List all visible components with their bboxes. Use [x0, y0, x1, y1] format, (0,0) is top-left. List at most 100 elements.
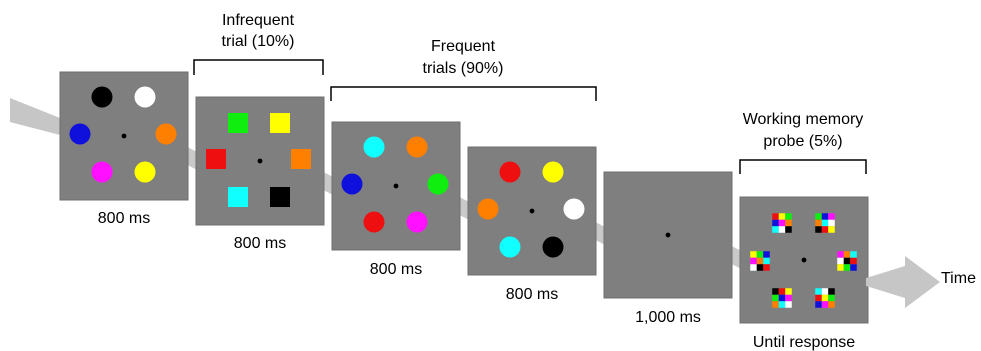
probe-cell-magenta [821, 301, 829, 308]
probe-cell-blue [763, 251, 770, 258]
probe-cell-cyan [772, 226, 779, 233]
probe-cell-blue [778, 294, 786, 302]
stimulus-circle-orange [477, 198, 499, 220]
probe-cell-yellow [837, 264, 844, 271]
stimulus-circle-blue [69, 123, 91, 145]
duration-label: 1,000 ms [635, 309, 701, 326]
stimulus-circle-yellow [134, 161, 156, 183]
connector-segment [596, 222, 604, 245]
panel-frequent-trial-3: 800 ms [467, 146, 597, 303]
duration-label: 800 ms [506, 286, 558, 303]
probe-cell-orange [772, 301, 779, 308]
panel-working-memory-probe: Until response [739, 196, 869, 351]
time-arrow-tail [10, 98, 60, 135]
stimulus-circle-red [363, 211, 385, 233]
probe-color-grid [815, 288, 835, 308]
probe-cell-yellow [828, 226, 835, 233]
probe-cell-black [815, 226, 822, 233]
probe-cell-orange [756, 257, 764, 265]
probe-color-grid [837, 251, 857, 271]
panel-frequent-trial-1: 800 ms [59, 71, 189, 227]
probe-cell-white [750, 264, 757, 271]
probe-cell-green [828, 294, 835, 302]
probe-color-grid [772, 288, 792, 308]
probe-cell-black [756, 264, 764, 271]
connector-segment [188, 147, 196, 170]
bracket-frequent-line1: Frequent [431, 38, 496, 55]
stimulus-square-yellow [270, 113, 290, 133]
stimulus-square-cyan [228, 187, 248, 207]
bracket-frequent [330, 86, 597, 101]
probe-cell-red [815, 294, 822, 302]
probe-cell-white [837, 257, 844, 265]
stimulus-circle-magenta [406, 211, 428, 233]
probe-cell-yellow [778, 213, 786, 220]
stimulus-circle-magenta [91, 161, 113, 183]
probe-cell-orange [828, 301, 835, 308]
probe-cell-orange [785, 219, 792, 227]
probe-cell-orange [843, 251, 851, 258]
fixation-dot [665, 232, 671, 238]
probe-color-grid [772, 213, 792, 233]
probe-cell-blue [815, 301, 822, 308]
connector-segment [324, 172, 332, 195]
duration-label: 800 ms [98, 210, 150, 227]
probe-cell-white [785, 301, 792, 308]
probe-cell-black [843, 257, 851, 265]
probe-cell-red [821, 226, 829, 233]
stimulus-circle-white [134, 86, 156, 108]
stimulus-circle-orange [406, 136, 428, 158]
probe-cell-yellow [785, 288, 792, 295]
connector-segment [460, 197, 468, 220]
stimulus-circle-yellow [542, 161, 564, 183]
stimulus-square-green [228, 113, 248, 133]
time-label: Time [941, 270, 976, 287]
stimulus-circle-white [563, 198, 585, 220]
probe-cell-cyan [763, 257, 770, 265]
bracket-probe-line2: probe (5%) [763, 133, 842, 150]
probe-cell-cyan [815, 288, 822, 295]
probe-cell-magenta [778, 219, 786, 227]
stimulus-circle-black [91, 86, 113, 108]
stimulus-panels: 800 ms 800 ms 800 ms 800 ms 1,000 ms Until re… [59, 71, 869, 351]
probe-cell-green [815, 213, 822, 220]
probe-cell-red [763, 264, 770, 271]
fixation-dot [801, 257, 807, 263]
time-arrow-head [866, 256, 940, 308]
probe-cell-green [843, 264, 851, 271]
panel-connectors [188, 147, 740, 269]
duration-label: 800 ms [370, 261, 422, 278]
probe-cell-magenta [750, 257, 757, 265]
duration-label: 800 ms [234, 235, 286, 252]
fixation-dot [257, 158, 263, 164]
probe-cell-black [828, 288, 835, 295]
stimulus-circle-blue [341, 173, 363, 195]
fixation-dot [121, 133, 127, 139]
fixation-dot [393, 183, 399, 189]
stimulus-square-red [206, 149, 226, 169]
probe-cell-blue [821, 213, 829, 220]
probe-cell-magenta [785, 294, 792, 302]
probe-cell-orange [815, 219, 822, 227]
probe-cell-blue [850, 264, 857, 271]
stimulus-circle-green [427, 173, 449, 195]
probe-cell-white [778, 226, 786, 233]
probe-cell-green [756, 251, 764, 258]
panel-blank-interval: 1,000 ms [603, 171, 733, 326]
probe-cell-white [821, 288, 829, 295]
probe-cell-white [828, 219, 835, 227]
probe-cell-red [772, 213, 779, 220]
fixation-dot [529, 208, 535, 214]
probe-color-grid [815, 213, 835, 233]
bracket-probe-line1: Working memory [743, 111, 864, 128]
probe-cell-green [772, 294, 779, 302]
probe-cell-black [772, 288, 779, 295]
connector-segment [732, 246, 740, 269]
bracket-infrequent [193, 59, 324, 75]
probe-color-grid [750, 251, 770, 271]
probe-cell-green [785, 213, 792, 220]
condition-brackets: Infrequent trial (10%) Frequent trials (… [193, 12, 867, 174]
probe-cell-cyan [778, 301, 786, 308]
panel-infrequent-trial: 800 ms [195, 96, 325, 252]
